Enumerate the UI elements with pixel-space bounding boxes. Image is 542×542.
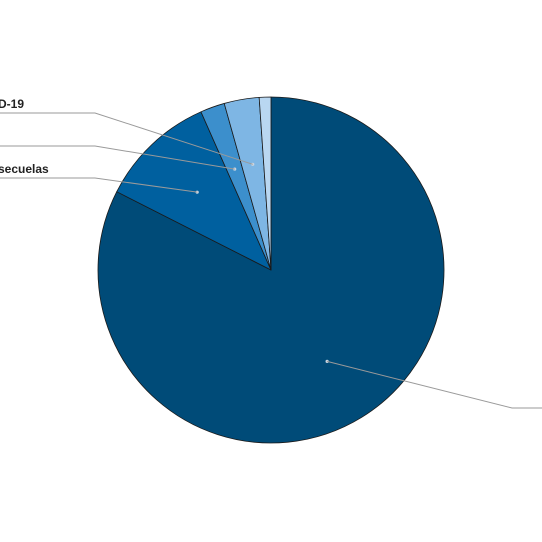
slice-label: D-19 <box>0 97 24 111</box>
leader-line <box>326 360 542 409</box>
pie-slice <box>258 96 272 271</box>
pie-slices <box>97 96 445 444</box>
leader-line <box>0 145 235 170</box>
leader-line <box>0 112 253 165</box>
slice-leader-lines <box>0 112 542 409</box>
leader-line <box>0 177 198 193</box>
slice-label: secuelas <box>0 162 49 176</box>
slice-labels: secuelas D-19 <box>0 97 49 176</box>
pie-slice <box>116 111 272 271</box>
